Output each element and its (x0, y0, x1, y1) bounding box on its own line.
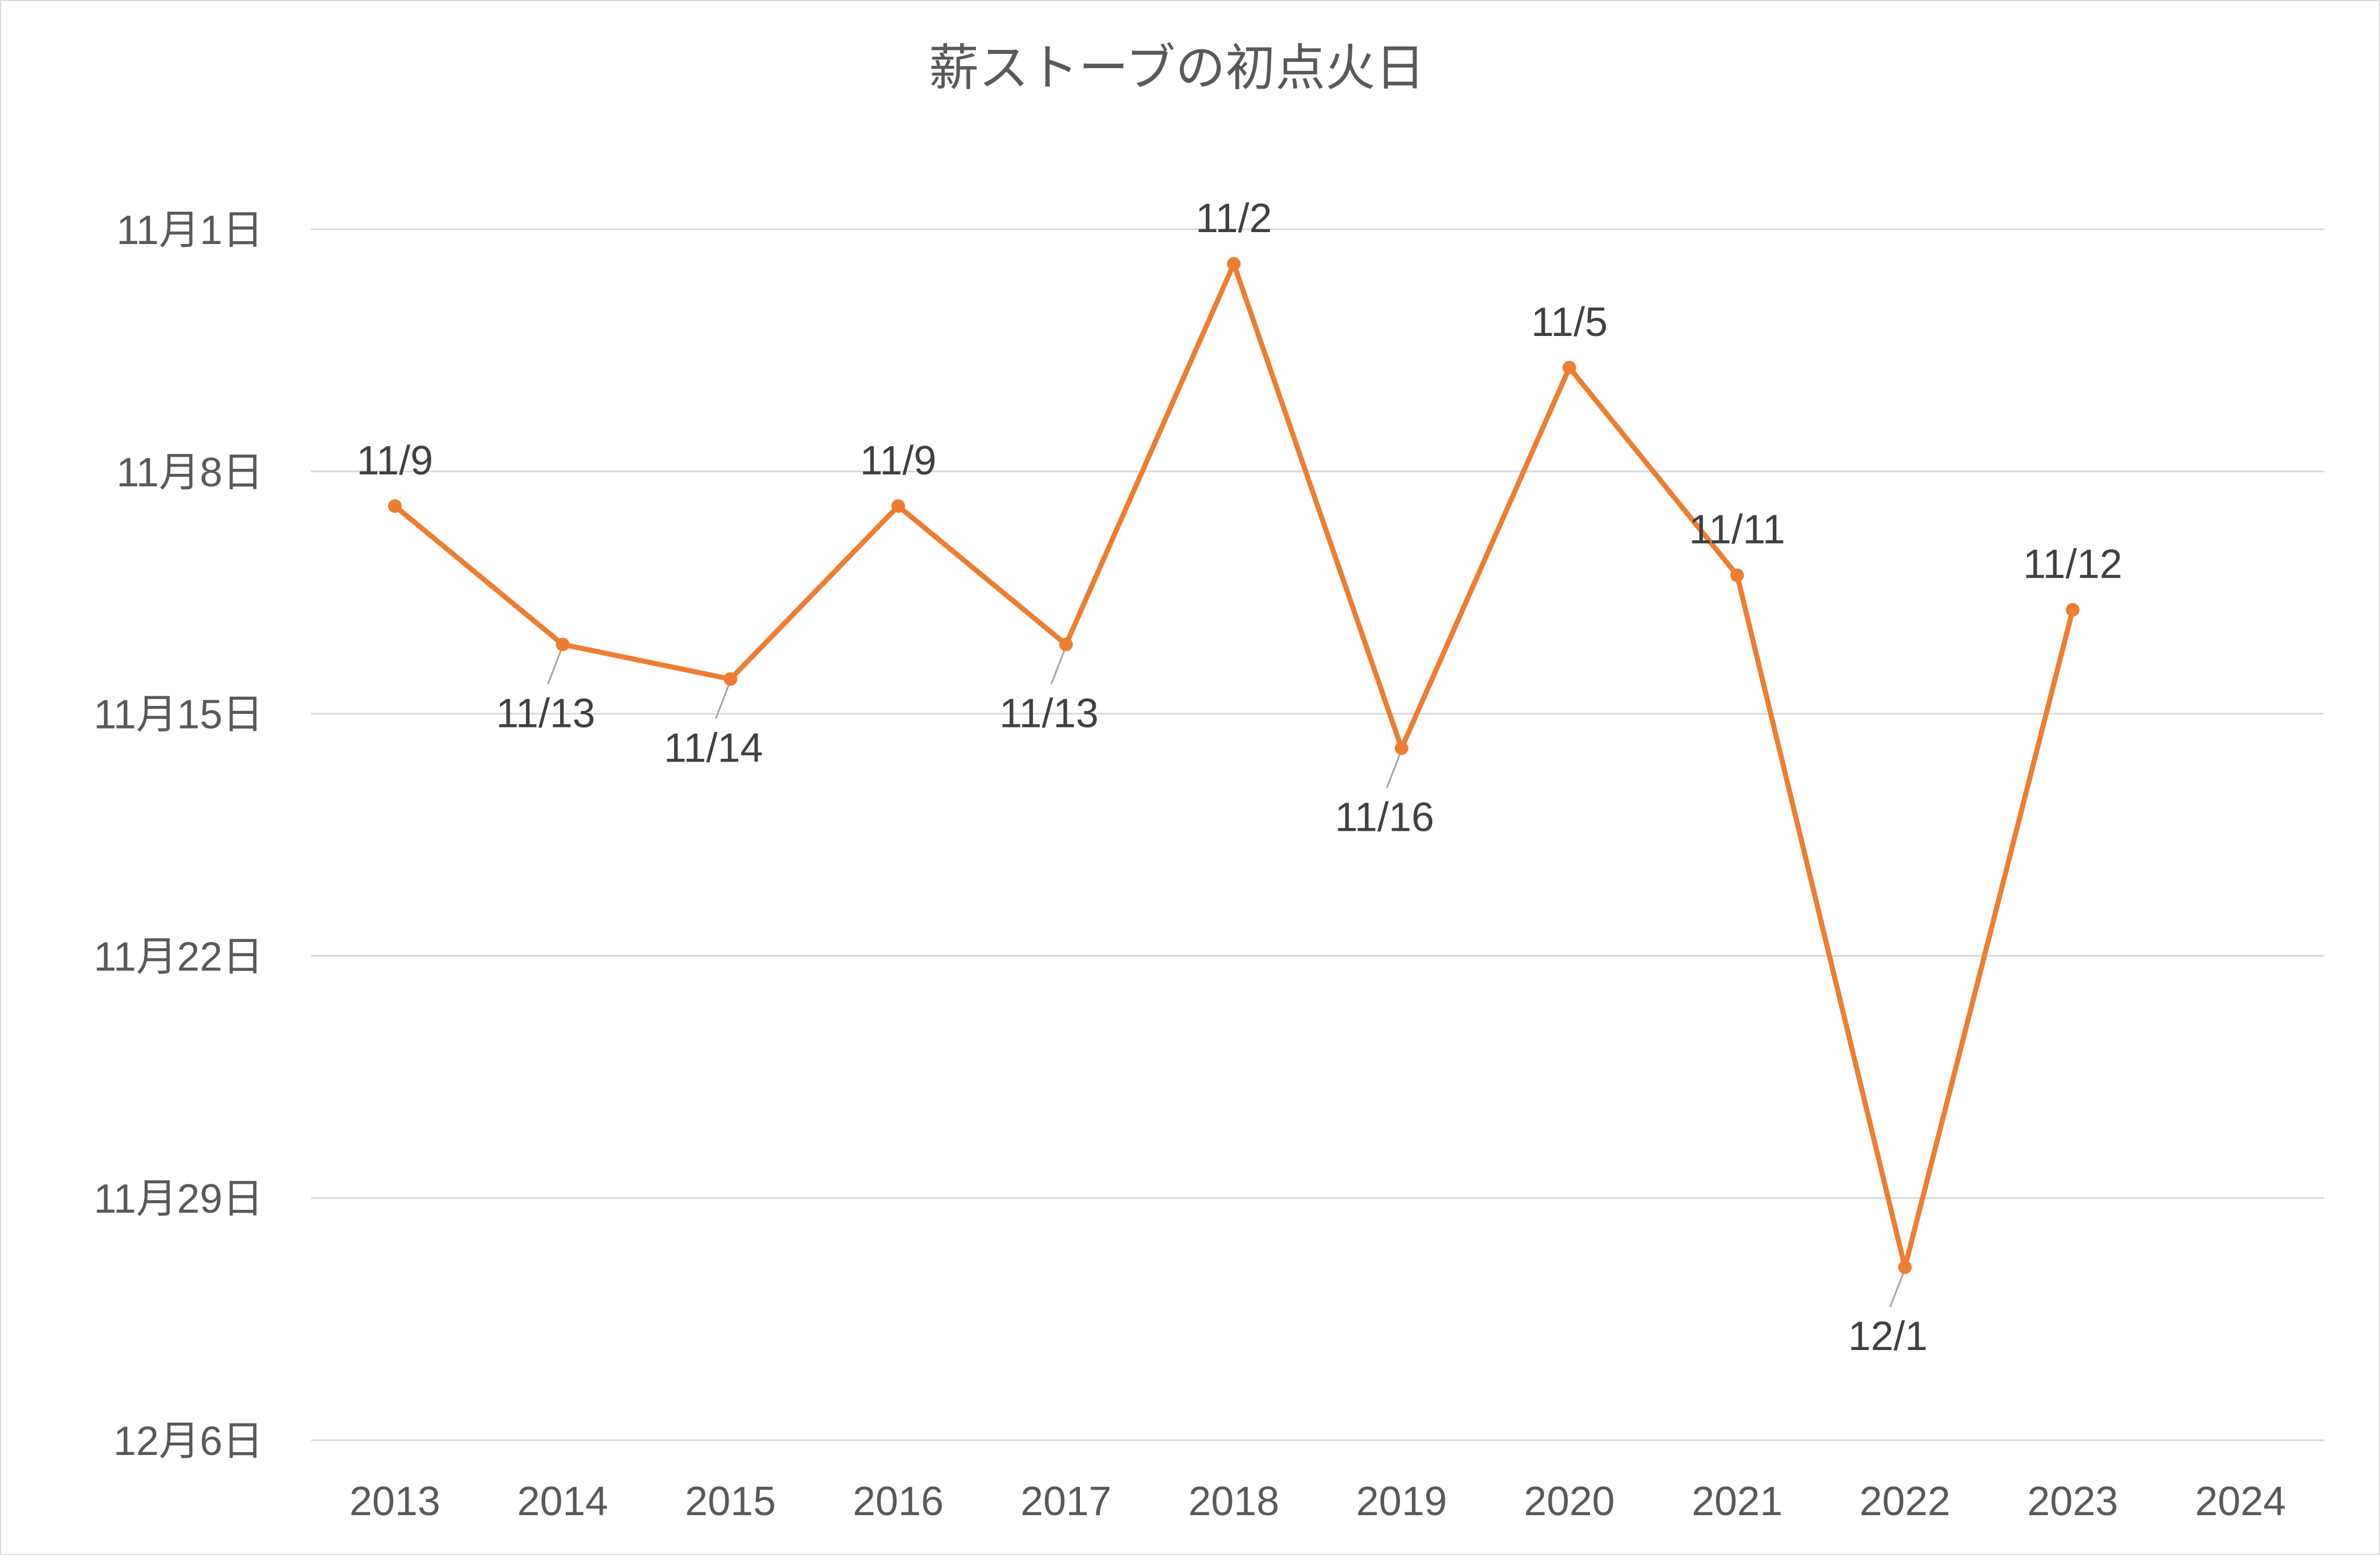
data-point (556, 637, 570, 651)
series-line (392, 261, 2075, 1270)
series-layer (388, 256, 2080, 1275)
data-label: 11/2 (1196, 196, 1272, 241)
data-label: 11/9 (356, 438, 433, 483)
data-point (1227, 256, 1241, 271)
data-label: 11/14 (664, 726, 763, 771)
x-tick-label: 2013 (350, 1479, 440, 1524)
data-point (388, 499, 402, 513)
x-tick-label: 2015 (685, 1479, 776, 1524)
x-tick-label: 2020 (1524, 1479, 1614, 1524)
gridlines (311, 228, 2324, 1441)
y-axis-tick-labels: 11月1日 11月8日 11月15日 11月22日 11月29日 12月6日 (94, 208, 263, 1464)
x-tick-label: 2023 (2027, 1479, 2118, 1524)
data-label-leader-lines (547, 649, 1905, 1307)
x-tick-label: 2021 (1692, 1479, 1782, 1524)
data-label: 11/13 (496, 691, 595, 737)
x-tick-label: 2014 (517, 1479, 608, 1524)
data-label: 11/9 (860, 438, 936, 483)
x-tick-label: 2017 (1020, 1479, 1111, 1524)
data-point (2066, 603, 2080, 617)
y-tick-label: 11月29日 (94, 1176, 263, 1222)
y-tick-label: 11月1日 (116, 208, 263, 253)
x-tick-label: 2019 (1356, 1479, 1447, 1524)
x-axis-tick-labels: 2013 2014 2015 2016 2017 2018 2019 2020 2021 2022… (350, 1479, 2286, 1524)
data-label: 11/13 (999, 691, 1099, 737)
data-point (891, 499, 905, 513)
data-label: 11/5 (1531, 300, 1608, 345)
data-point (1898, 1260, 1912, 1275)
leader-line (547, 649, 562, 685)
data-labels: 11/9 11/13 11/14 11/9 11/13 11/2 11/16 11/5 11/1… (356, 196, 2122, 1359)
data-label: 12/1 (1848, 1314, 1928, 1359)
leader-line (1050, 649, 1066, 685)
y-tick-label: 11月15日 (94, 692, 263, 738)
chart-title: 薪ストーブの初点火日 (929, 39, 1426, 97)
data-point (724, 672, 738, 686)
data-label: 11/12 (2023, 542, 2122, 587)
data-point (1059, 637, 1073, 651)
x-tick-label: 2016 (853, 1479, 944, 1524)
data-label: 11/16 (1335, 795, 1434, 840)
data-label: 11/11 (1689, 507, 1785, 553)
data-point (1562, 360, 1576, 375)
y-tick-label: 11月8日 (116, 450, 263, 495)
data-point (1730, 568, 1744, 582)
x-tick-label: 2018 (1188, 1479, 1279, 1524)
leader-line (1386, 752, 1402, 789)
leader-line (1889, 1271, 1905, 1307)
y-tick-label: 11月22日 (94, 934, 263, 979)
x-tick-label: 2022 (1860, 1479, 1950, 1524)
y-tick-label: 12月6日 (113, 1419, 263, 1464)
data-point (1394, 741, 1408, 755)
leader-line (714, 683, 730, 720)
x-tick-label: 2024 (2195, 1479, 2286, 1524)
